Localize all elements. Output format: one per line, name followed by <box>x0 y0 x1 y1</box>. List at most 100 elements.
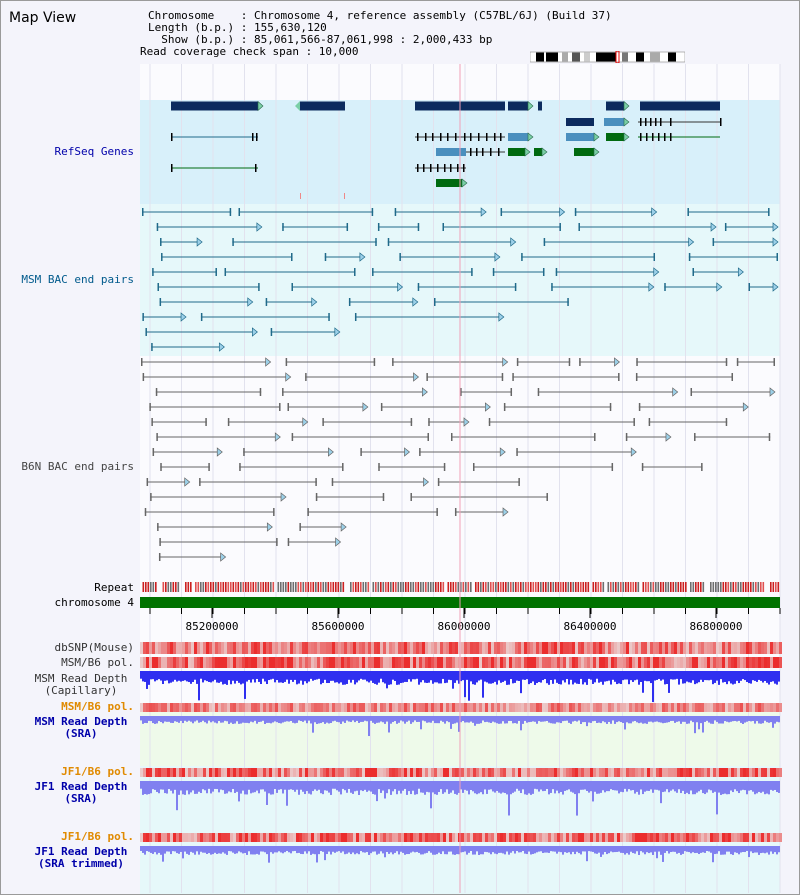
depth-bar <box>432 671 434 684</box>
depth-bar <box>710 716 712 724</box>
depth-bar <box>708 781 710 790</box>
polymorphism-cell <box>413 642 416 654</box>
repeat-element <box>675 582 677 592</box>
polymorphism-cell <box>497 768 500 777</box>
depth-bar <box>232 781 234 789</box>
bac-end-arrow <box>630 447 637 457</box>
depth-bar <box>718 846 720 852</box>
jf1-pol-label[interactable]: JF1/B6 pol. <box>61 765 134 778</box>
b6n-bac-label[interactable]: B6N BAC end pairs <box>21 460 134 473</box>
msm-depth-sra-label[interactable]: MSM Read Depth (SRA) <box>34 715 128 740</box>
depth-bar <box>554 781 556 794</box>
polymorphism-cell <box>515 657 518 668</box>
depth-bar <box>700 846 702 853</box>
polymorphism-cell <box>473 657 476 668</box>
depth-bar <box>560 846 562 853</box>
depth-bar <box>152 781 154 790</box>
polymorphism-cell <box>581 768 584 777</box>
depth-bar <box>366 846 368 853</box>
polymorphism-cell <box>710 657 713 668</box>
polymorphism-cell <box>623 657 626 668</box>
polymorphism-cell <box>617 768 620 777</box>
depth-bar <box>252 716 254 723</box>
dbsnp-label[interactable]: dbSNP(Mouse) <box>54 641 134 654</box>
depth-bar <box>714 716 716 721</box>
polymorphism-cell <box>452 833 455 842</box>
polymorphism-cell <box>758 657 761 668</box>
polymorphism-cell <box>425 833 428 842</box>
polymorphism-cell <box>278 642 281 654</box>
b6n-bac-track[interactable] <box>141 357 776 562</box>
polymorphism-cell <box>266 657 269 668</box>
depth-bar <box>558 846 560 852</box>
depth-bar <box>536 716 538 724</box>
msm-pol-label[interactable]: MSM/B6 pol. <box>61 656 134 669</box>
depth-bar <box>446 671 448 683</box>
depth-bar <box>360 716 362 722</box>
msm-depth-capillary-label[interactable]: MSM Read Depth (Capillary) <box>34 672 128 697</box>
repeat-element <box>245 582 247 592</box>
depth-bar <box>538 671 540 683</box>
polymorphism-cell <box>383 703 386 712</box>
depth-bar <box>586 781 588 791</box>
repeat-track[interactable] <box>142 582 780 592</box>
depth-bar <box>452 671 454 689</box>
polymorphism-cell <box>641 768 644 777</box>
polymorphism-cell <box>389 657 392 668</box>
polymorphism-cell <box>383 657 386 668</box>
bac-end <box>426 373 428 381</box>
depth-bar <box>286 671 288 680</box>
depth-bar <box>294 671 296 680</box>
depth-bar <box>514 846 516 854</box>
depth-bar <box>468 716 470 723</box>
depth-bar <box>414 716 416 721</box>
depth-bar <box>336 781 338 791</box>
polymorphism-cell <box>143 703 146 712</box>
polymorphism-cell <box>206 657 209 668</box>
depth-bar <box>562 716 564 722</box>
bac-end <box>516 358 519 366</box>
depth-bar <box>634 846 636 854</box>
repeat-element <box>532 582 535 592</box>
polymorphism-cell <box>602 833 605 842</box>
msm-bac-track[interactable] <box>142 207 779 352</box>
polymorphism-cell <box>548 768 551 777</box>
depth-bar <box>422 781 424 793</box>
gene-feature <box>436 179 462 187</box>
depth-bar <box>574 716 576 721</box>
msm-bac-label[interactable]: MSM BAC end pairs <box>21 273 134 286</box>
polymorphism-cell <box>623 642 626 654</box>
depth-bar <box>480 716 482 724</box>
repeat-element <box>770 582 772 592</box>
polymorphism-cell <box>563 768 566 777</box>
jf1-depth-trimmed-label[interactable]: JF1 Read Depth (SRA trimmed) <box>34 845 128 870</box>
polymorphism-cell <box>287 703 290 712</box>
depth-bar <box>198 846 200 855</box>
depth-bar <box>152 716 154 724</box>
depth-bar <box>690 671 692 683</box>
depth-bar <box>688 671 690 683</box>
polymorphism-cell <box>455 833 458 842</box>
refseq-genes-label[interactable]: RefSeq Genes <box>54 145 134 158</box>
polymorphism-cell <box>629 642 632 654</box>
polymorphism-cell <box>323 703 326 712</box>
polymorphism-cell <box>167 703 170 712</box>
chromosome-ideogram[interactable] <box>530 51 685 63</box>
exon <box>470 148 472 156</box>
depth-bar <box>140 716 142 721</box>
jf1-pol-trimmed-label[interactable]: JF1/B6 pol. <box>61 830 134 843</box>
msm-pol-sra-label[interactable]: MSM/B6 pol. <box>61 700 134 713</box>
polymorphism-cell <box>404 768 407 777</box>
depth-bar <box>376 781 378 802</box>
polymorphism-cell <box>668 833 671 842</box>
polymorphism-cell <box>626 768 629 777</box>
repeat-element <box>175 582 177 592</box>
depth-bar <box>478 671 480 681</box>
depth-bar <box>314 846 316 855</box>
depth-bar <box>354 671 356 685</box>
jf1-depth-sra-label[interactable]: JF1 Read Depth (SRA) <box>34 780 128 805</box>
polymorphism-cell <box>158 768 161 777</box>
polymorphism-cell <box>545 657 548 668</box>
polymorphism-cell <box>230 703 233 712</box>
